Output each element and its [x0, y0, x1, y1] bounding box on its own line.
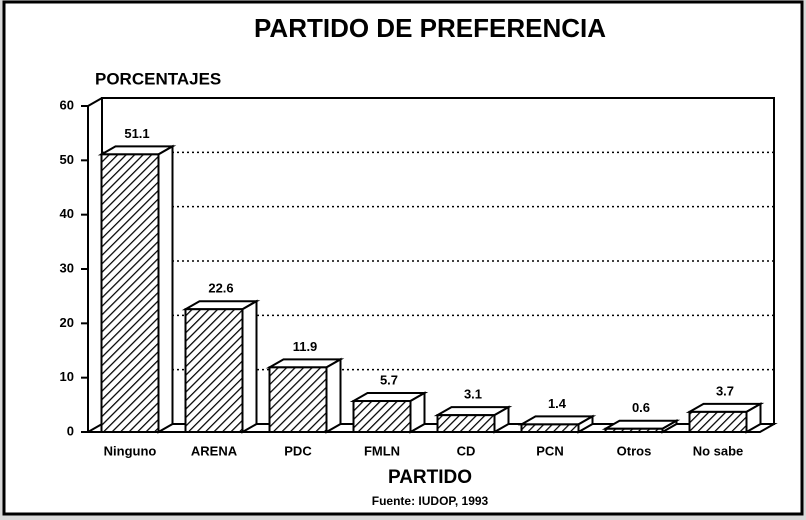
chart-title: PARTIDO DE PREFERENCIA: [254, 13, 606, 43]
bar-side: [409, 391, 426, 434]
x-tick-label: PDC: [284, 443, 312, 458]
data-label: 5.7: [380, 372, 398, 387]
x-axis-label: PARTIDO: [388, 467, 472, 488]
y-axis-label: PORCENTAJES: [95, 69, 221, 88]
x-tick-label: No sabe: [693, 443, 744, 458]
bar: [436, 414, 496, 434]
x-tick-label: FMLN: [364, 443, 400, 458]
bar: [520, 423, 580, 434]
data-label: 1.4: [548, 396, 567, 411]
x-tick-label: Ninguno: [104, 443, 157, 458]
x-tick-label: PCN: [536, 443, 563, 458]
bar: [688, 410, 748, 433]
bar: [268, 366, 328, 433]
x-tick-label: CD: [457, 443, 476, 458]
y-tick-label: 20: [60, 315, 74, 330]
y-tick-label: 40: [60, 206, 74, 221]
bar: [100, 153, 160, 434]
y-tick-label: 50: [60, 152, 74, 167]
y-axis-join: [87, 97, 103, 107]
data-label: 3.1: [464, 387, 482, 402]
y-tick-label: 0: [67, 423, 74, 438]
data-label: 51.1: [124, 126, 149, 141]
data-label: 0.6: [632, 400, 650, 415]
y-tick-label: 10: [60, 369, 74, 384]
bar-side: [241, 299, 258, 434]
x-tick-label: ARENA: [191, 443, 238, 458]
data-label: 22.6: [208, 281, 233, 296]
bar: [604, 427, 664, 433]
y-tick-label: 30: [60, 260, 74, 275]
data-label: 3.7: [716, 383, 734, 398]
bar: [352, 400, 412, 433]
bar-side: [325, 357, 342, 434]
bar: [184, 308, 244, 433]
data-label: 11.9: [293, 339, 318, 354]
bar-side: [157, 144, 174, 434]
x-tick-label: Otros: [617, 443, 652, 458]
y-tick-label: 60: [60, 97, 74, 112]
source: Fuente: IUDOP, 1993: [372, 494, 489, 508]
